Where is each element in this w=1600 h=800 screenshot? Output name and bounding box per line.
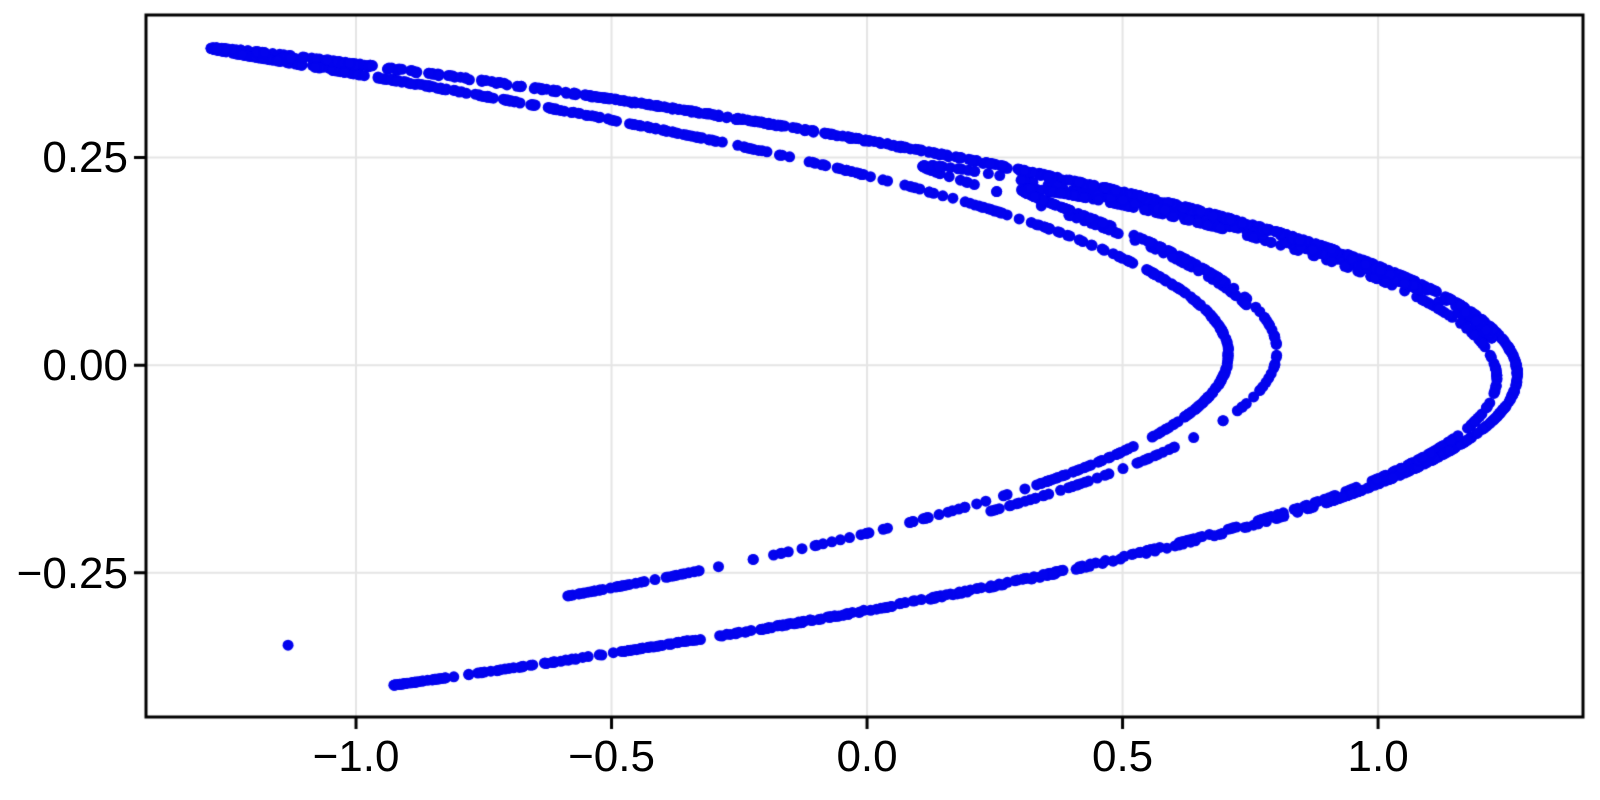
x-tick-label-0: −1.0 (312, 732, 400, 781)
x-tick-label-1: −0.5 (568, 732, 655, 781)
x-tick-label-3: 0.5 (1091, 732, 1154, 781)
x-tick-label-2: 0.0 (836, 732, 898, 781)
x-tick-label-4: 1.0 (1347, 732, 1409, 781)
y-tick-label-2: −0.25 (16, 548, 128, 598)
y-tick-label-1: 0.00 (42, 341, 128, 391)
y-tick-label-0: 0.25 (42, 133, 128, 183)
